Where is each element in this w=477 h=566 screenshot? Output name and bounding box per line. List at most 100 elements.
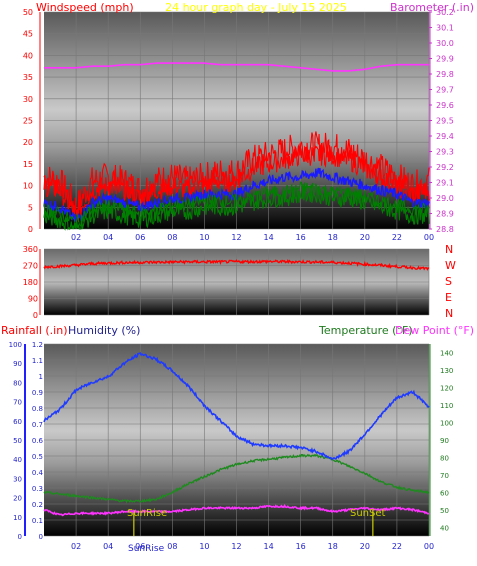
humidity-tick-label: 70 (13, 399, 22, 407)
humidity-tick-label: 80 (13, 379, 22, 387)
bottom-hour-tick-label: 06 (135, 542, 145, 551)
humidity-series-line (43, 352, 430, 461)
bottom-hour-tick-label: 12 (231, 542, 241, 551)
sunrise-label: SunRise (127, 508, 167, 519)
rain-tick-label: 0.6 (32, 437, 44, 445)
hour-tick-label: 18 (328, 233, 338, 242)
bottom-hour-tick-label: 20 (360, 542, 370, 551)
barometer-tick-label: 28.9 (436, 210, 454, 219)
bottom-hour-tick-label: 08 (167, 542, 177, 551)
windspeed-axis-title: Windspeed (mph) (36, 1, 134, 14)
temperature-tick-label: 110 (440, 402, 453, 410)
windspeed-tick-label: 30 (23, 95, 33, 104)
windspeed-tick-label: 10 (23, 182, 33, 191)
barometer-tick-label: 30.2 (436, 8, 454, 17)
hour-tick-label: 08 (167, 233, 177, 242)
compass-letter: E (445, 291, 452, 304)
temperature-tick-label: 80 (440, 454, 449, 462)
barometer-tick-label: 29.8 (436, 70, 454, 79)
windspeed-tick-label: 45 (23, 30, 33, 39)
direction-tick-label: 360 (23, 245, 38, 254)
barometer-tick-label: 30.0 (436, 39, 454, 48)
humidity-tick-label: 10 (13, 514, 22, 522)
dewpoint-axis-title: Dew Point (°F) (395, 324, 474, 337)
compass-letter: N (445, 243, 453, 256)
temperature-tick-label: 90 (440, 437, 449, 445)
rain-tick-label: 0.5 (32, 453, 43, 461)
barometer-axis-title: Barometer (.in) (390, 1, 474, 14)
rain-tick-label: 0 (39, 533, 43, 541)
hour-tick-label: 00 (424, 233, 434, 242)
compass-letter: S (445, 275, 452, 288)
humidity-tick-label: 100 (9, 341, 22, 349)
sunset-label: SunSet (350, 508, 386, 519)
hour-tick-label: 04 (103, 233, 113, 242)
humidity-tick-label: 30 (13, 475, 22, 483)
direction-tick-label: 0 (33, 311, 38, 320)
hour-tick-label: 06 (135, 233, 145, 242)
direction-tick-label: 270 (23, 262, 38, 271)
barometer-tick-label: 29.5 (436, 117, 454, 126)
temperature-tick-label: 140 (440, 350, 453, 358)
rain-tick-label: 0.9 (32, 389, 43, 397)
barometer-tick-label: 29.2 (436, 163, 454, 172)
temperature-tick-label: 120 (440, 385, 453, 393)
windspeed-tick-label: 40 (23, 51, 33, 60)
rain-tick-label: 1.1 (32, 357, 43, 365)
temperature-tick-label: 130 (440, 367, 453, 375)
barometer-tick-label: 28.8 (436, 225, 454, 234)
rain-tick-label: 0.4 (32, 469, 44, 477)
hour-tick-label: 20 (360, 233, 370, 242)
direction-tick-label: 90 (28, 295, 38, 304)
hour-tick-label: 12 (231, 233, 241, 242)
compass-letter: N (445, 307, 453, 320)
temperature-tick-label: 40 (440, 524, 449, 532)
temperature-series-line (43, 453, 429, 504)
barometer-tick-label: 29.1 (436, 179, 454, 188)
hour-tick-label: 14 (263, 233, 273, 242)
humidity-tick-label: 50 (13, 437, 22, 445)
windspeed-tick-label: 0 (28, 225, 33, 234)
rain-tick-label: 0.7 (32, 421, 43, 429)
rain-tick-label: 0.2 (32, 501, 43, 509)
bottom-hour-tick-label: 10 (199, 542, 209, 551)
windspeed-tick-label: 25 (23, 117, 33, 126)
bottom-hour-tick-label: 22 (392, 542, 402, 551)
windspeed-series-band (43, 143, 430, 223)
humidity-tick-label: 20 (13, 495, 22, 503)
bottom-hour-tick-label: 00 (424, 542, 434, 551)
compass-letter: W (445, 259, 456, 272)
axis-layer: 0510152025303540455028.828.929.029.129.2… (9, 8, 456, 551)
bottom-hour-tick-label: 16 (296, 542, 306, 551)
rain-tick-label: 0.8 (32, 405, 43, 413)
temperature-tick-label: 70 (440, 472, 449, 480)
dewpoint-series-line (43, 503, 430, 517)
hour-tick-label: 22 (392, 233, 402, 242)
rain-tick-label: 0.1 (32, 517, 43, 525)
bottom-hour-tick-label: 04 (103, 542, 113, 551)
humidity-tick-label: 0 (18, 533, 22, 541)
rain-tick-label: 1 (39, 373, 43, 381)
barometer-tick-label: 29.0 (436, 194, 454, 203)
windspeed-tick-label: 20 (23, 138, 33, 147)
windspeed-tick-label: 15 (23, 160, 33, 169)
barometer-tick-label: 29.7 (436, 86, 454, 95)
humidity-tick-label: 60 (13, 418, 22, 426)
temperature-axis-title: Temperature (°F) (318, 324, 413, 337)
temperature-tick-label: 100 (440, 420, 453, 428)
barometer-tick-label: 29.3 (436, 148, 454, 157)
bottom-hour-tick-label: 02 (71, 542, 81, 551)
bottom-hour-tick-label: 18 (328, 542, 338, 551)
humidity-axis-title: Humidity (%) (68, 324, 140, 337)
humidity-tick-label: 40 (13, 456, 22, 464)
rain-tick-label: 0.3 (32, 485, 43, 493)
sunrise-axis-label: SunRise (128, 544, 165, 554)
hour-tick-label: 10 (199, 233, 209, 242)
hour-tick-label: 16 (296, 233, 306, 242)
hour-tick-label: 02 (71, 233, 81, 242)
barometer-series-line (44, 62, 429, 72)
bottom-hour-tick-label: 14 (263, 542, 273, 551)
windspeed-tick-label: 35 (23, 73, 33, 82)
